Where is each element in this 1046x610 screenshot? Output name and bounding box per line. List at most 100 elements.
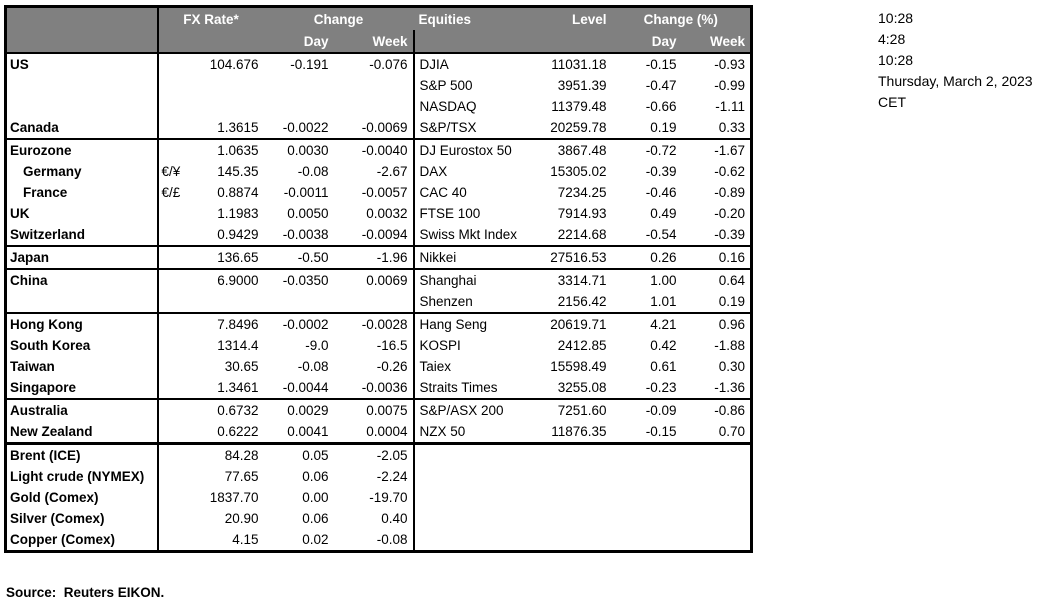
fx-region-subheader-spacer [5,30,159,53]
fx-pair-cell [158,117,192,139]
equity-level-cell: 20259.78 [550,120,607,135]
fx-change-week-cell: -0.0036 [333,377,415,399]
table-row: Copper (Comex) 4.15 0.02 -0.08 [5,529,752,552]
table-row: South Korea 1314.4 -9.0 -16.5 KOSPI 2412.85 0.… [5,335,752,356]
fx-region-cell: Gold (Comex) [5,487,159,508]
fx-rate-cell: 104.676 [209,57,259,72]
fx-pair-cell [157,312,192,335]
equity-change-day-cell: 0.42 [650,338,677,353]
fx-pair-cell [157,398,192,421]
fx-change-day-cell: -0.0038 [282,227,329,242]
equity-change-day-cell: -0.46 [645,185,677,200]
fx-region-cell [5,96,159,117]
equity-name-cell: Shanghai [413,268,538,291]
level-header: Level [537,6,612,30]
fx-change-week-cell: -2.05 [333,442,415,466]
table-row: Brent (ICE) 84.28 0.05 -2.05 [5,442,752,466]
fx-change-week-cell: -19.70 [333,487,415,508]
fx-change-week-cell: -16.5 [333,335,415,356]
equity-level-cell: 3951.39 [557,78,607,93]
fx-rate-cell: 4.15 [232,532,259,547]
equity-level-cell: 11876.35 [551,424,607,439]
table-row: Australia 0.6732 0.0029 0.0075 S&P/ASX 200 72… [5,398,752,421]
fx-region-cell: Switzerland [5,224,159,246]
fx-change-day-cell: -0.50 [263,245,334,269]
table-row: NASDAQ 11379.48 -0.66 -1.11 [5,96,752,117]
equities-change-pct-header: Change (%) [611,6,752,30]
fx-pair-cell [158,466,192,487]
fx-region-cell: Australia [5,398,159,421]
fx-change-week-cell: -0.076 [333,53,415,75]
equity-level-cell: 27516.53 [537,245,612,269]
equity-change-week-cell: 0.16 [681,245,752,269]
equity-change-week-cell: -0.39 [714,227,745,242]
clock-block: 10:28 4:28 10:28 Thursday, March 2, 2023… [878,8,1033,113]
equity-level-cell: 7914.93 [557,206,607,221]
equity-change-day-cell: -0.09 [611,398,682,421]
equity-name-cell: DAX [419,164,448,179]
fx-pair-cell [157,268,192,291]
fx-change-day-cell: -0.0350 [263,268,334,291]
fx-change-day-cell: 0.05 [263,442,334,466]
table-row: Eurozone 1.0635 0.0030 -0.0040 DJ Eurostox 5… [5,138,752,161]
fx-rate-cell: 1837.70 [209,490,259,505]
fx-region-cell [5,291,159,313]
table-row: Germany €/¥ 145.35 -0.08 -2.67 DAX 15305.02 -0.… [5,161,752,182]
fx-rate-cell: 1.3615 [217,120,259,135]
fx-rate-cell: 20.90 [224,511,259,526]
equity-change-day-cell: -0.66 [645,99,677,114]
table-body: US 104.676 -0.191 -0.076 DJIA 11031.18 -0.15 -0… [5,53,752,552]
fx-region-cell: Japan [5,245,159,269]
fx-change-day-cell: -0.0002 [263,312,334,335]
fx-change-week-cell [333,96,415,117]
table-row: New Zealand 0.6222 0.0041 0.0004 NZX 50 11876… [5,421,752,444]
table-row: Silver (Comex) 20.90 0.06 0.40 [5,508,752,529]
equity-name-cell: Nikkei [413,245,538,269]
equity-change-day-cell: -0.54 [645,227,677,242]
fx-change-day-cell: -0.0044 [282,380,329,395]
equity-name-cell: NZX 50 [419,424,466,439]
clock-timezone: CET [878,94,906,110]
fx-change-day-cell: 0.0041 [287,424,329,439]
table-row: China 6.9000 -0.0350 0.0069 Shanghai 3314.71 1… [5,268,752,291]
clock-time-1: 10:28 [878,10,914,26]
fx-change-week-cell: -0.0069 [333,117,415,139]
equity-change-week-cell: 0.30 [718,359,745,374]
fx-rate-cell: 30.65 [224,359,259,374]
table-row: Taiwan 30.65 -0.08 -0.26 Taiex 15598.49 0.61 0.… [5,356,752,377]
fx-region-cell: Hong Kong [5,312,159,335]
equity-name-cell: S&P 500 [419,78,473,93]
fx-pair-cell [158,75,192,96]
fx-change-day-cell: 0.0050 [287,206,329,221]
fx-region-cell: Copper (Comex) [5,529,159,552]
fx-pair-cell [157,138,192,161]
fx-rate-cell [192,96,264,117]
fx-rate-cell: 145.35 [217,164,259,179]
fx-change-week-cell [333,291,415,313]
equity-change-week-cell: 0.64 [681,268,752,291]
equity-change-day-cell: -0.39 [645,164,677,179]
footer-notes: Source: Reuters EIKON. * FX Rate for USD… [6,543,696,610]
equities-header: Equities [413,6,538,30]
fx-pair-cell [158,487,192,508]
fx-pair-cell: €/£ [161,185,181,200]
fx-rate-cell: 0.9429 [217,227,259,242]
equity-level-cell: 2214.68 [557,227,607,242]
fx-pair-cell [157,245,192,269]
equity-level-cell: 2412.85 [557,338,607,353]
source-note: Source: Reuters EIKON. [6,585,165,600]
equity-level-cell: 3867.48 [537,138,612,161]
fx-region-cell: Taiwan [5,356,159,377]
fx-change-week-cell: 0.0032 [333,203,415,224]
fx-rate-cell: 77.65 [224,469,259,484]
equity-change-day-cell: 0.49 [650,206,677,221]
fx-change-day-cell [264,96,334,117]
equity-change-week-cell: -0.89 [714,185,745,200]
fx-rate-cell: 1.3461 [217,380,259,395]
equity-change-week-cell: -0.99 [714,78,745,93]
fx-change-day-cell: -0.0011 [283,185,329,200]
equity-name-cell: CAC 40 [419,185,467,200]
equity-name-cell: FTSE 100 [419,206,481,221]
empty-equity-area [413,442,752,466]
equity-change-week-cell: -1.88 [714,338,745,353]
